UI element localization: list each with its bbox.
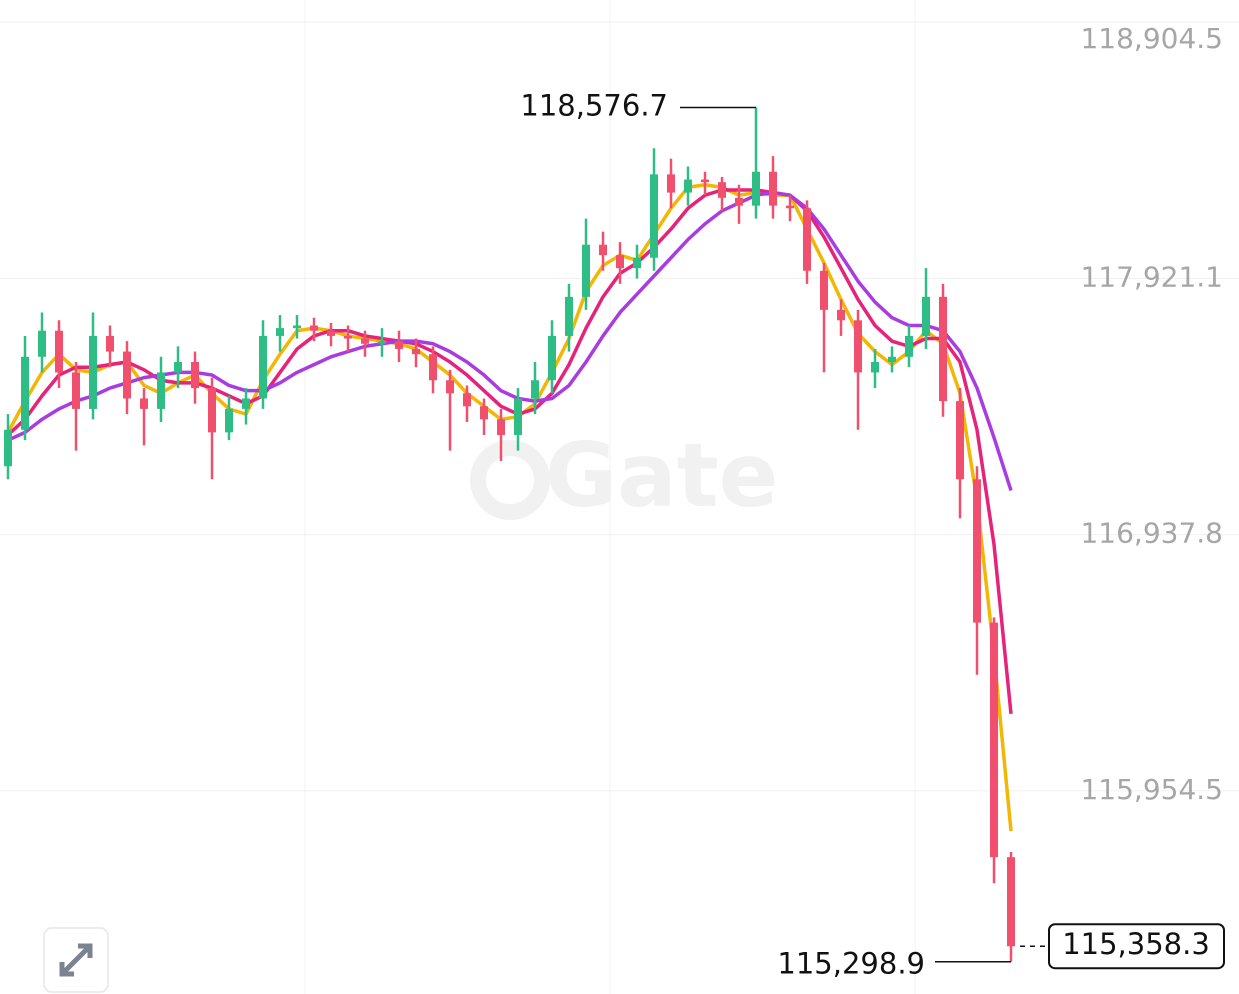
- expand-button[interactable]: [43, 927, 109, 993]
- candle-body: [225, 408, 233, 433]
- moving-average-line: [6, 183, 1013, 832]
- candle-body: [497, 419, 505, 435]
- candle-body: [718, 182, 726, 198]
- candle-body: [514, 398, 522, 435]
- candle-body: [276, 328, 284, 336]
- candle-body: [446, 380, 454, 394]
- candle-body: [973, 479, 981, 623]
- moving-average-line: [7, 190, 1013, 492]
- candle-body: [38, 330, 46, 357]
- candle-body: [684, 179, 692, 193]
- candle-body: [956, 401, 964, 480]
- candle-body: [106, 335, 114, 352]
- low-marker-label: 115,298.9: [777, 947, 925, 981]
- candle-body: [531, 380, 539, 399]
- candle-body: [582, 244, 590, 297]
- candle-body: [395, 341, 403, 349]
- candle-body: [412, 348, 420, 355]
- candle-body: [4, 429, 12, 467]
- candle-body: [633, 257, 641, 269]
- candle-body: [191, 361, 199, 389]
- candle-body: [1007, 857, 1015, 947]
- candle-body: [259, 335, 267, 399]
- candle-body: [548, 335, 556, 381]
- candle-body: [21, 356, 29, 430]
- last-price-box: [1048, 923, 1225, 970]
- candle-body: [616, 255, 624, 269]
- candles: [4, 107, 1015, 962]
- candle-body: [378, 341, 386, 344]
- candle-body: [752, 171, 760, 206]
- candle-body: [803, 208, 811, 271]
- candle-body: [922, 296, 930, 336]
- candle-body: [939, 296, 947, 402]
- candle-body: [820, 270, 828, 310]
- candle-body: [650, 174, 658, 258]
- y-tick-label: 116,937.8: [1080, 517, 1223, 550]
- ma-lines: [6, 183, 1013, 832]
- candle-body: [565, 296, 573, 336]
- candle-body: [344, 335, 352, 339]
- candle-body: [242, 398, 250, 409]
- watermark: Gate: [470, 424, 778, 527]
- candle-body: [888, 356, 896, 362]
- candle-body: [599, 244, 607, 256]
- candle-body: [208, 388, 216, 433]
- candle-body: [990, 622, 998, 858]
- y-tick-label: 115,954.5: [1080, 773, 1223, 806]
- candle-body: [769, 171, 777, 206]
- candle-body: [429, 354, 437, 381]
- candle-body: [89, 335, 97, 409]
- candle-body: [55, 330, 63, 373]
- candle-body: [837, 309, 845, 321]
- candle-body: [854, 320, 862, 373]
- last-price-label: 115,358.3: [1062, 927, 1210, 961]
- high-marker-label: 118,576.7: [520, 88, 668, 122]
- candle-body: [72, 372, 80, 409]
- annotations: 118,576.7 115,298.9 115,358.3: [520, 88, 1225, 981]
- candle-body: [463, 393, 471, 407]
- candle-body: [140, 398, 148, 409]
- candle-body: [871, 361, 879, 373]
- candle-body: [310, 325, 318, 331]
- candle-body: [905, 335, 913, 357]
- candle-body: [735, 197, 743, 206]
- candle-body: [157, 372, 165, 409]
- grid: 118,904.5 117,921.1 116,937.8 115,954.5: [0, 21, 1239, 806]
- watermark-text: Gate: [545, 424, 778, 527]
- candle-body: [667, 174, 675, 193]
- y-tick-label: 117,921.1: [1080, 260, 1223, 293]
- candle-body: [293, 325, 301, 329]
- candle-body: [701, 179, 709, 183]
- y-tick-label: 118,904.5: [1080, 22, 1223, 55]
- candle-body: [480, 406, 488, 420]
- candle-body: [327, 330, 335, 336]
- expand-icon[interactable]: [59, 943, 93, 977]
- candle-body: [786, 205, 794, 209]
- candle-body: [174, 361, 182, 373]
- candle-body: [123, 351, 131, 399]
- moving-average-line: [6, 188, 1013, 715]
- candle-body: [361, 338, 369, 344]
